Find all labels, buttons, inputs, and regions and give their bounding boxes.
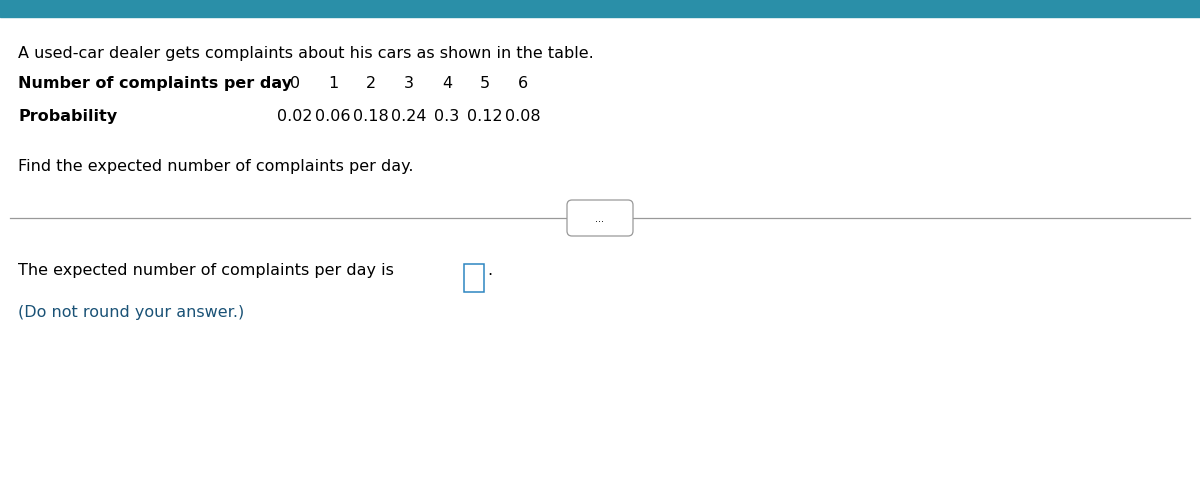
Text: 0.18: 0.18 [353,109,389,124]
Text: Number of complaints per day: Number of complaints per day [18,76,292,91]
Text: A used-car dealer gets complaints about his cars as shown in the table.: A used-car dealer gets complaints about … [18,46,594,61]
Text: 0: 0 [290,76,300,91]
Text: 2: 2 [366,76,376,91]
Text: ...: ... [595,214,605,224]
Text: 0.24: 0.24 [391,109,427,124]
Text: Probability: Probability [18,109,118,124]
Text: 0.08: 0.08 [505,109,541,124]
Text: 0.02: 0.02 [277,109,313,124]
Text: 1: 1 [328,76,338,91]
FancyBboxPatch shape [568,201,634,237]
Text: 6: 6 [518,76,528,91]
Text: Find the expected number of complaints per day.: Find the expected number of complaints p… [18,159,414,174]
Text: 0.3: 0.3 [434,109,460,124]
Text: .: . [487,263,492,277]
FancyBboxPatch shape [464,264,484,292]
Text: (Do not round your answer.): (Do not round your answer.) [18,304,245,319]
Text: 0.12: 0.12 [467,109,503,124]
Text: The expected number of complaints per day is: The expected number of complaints per da… [18,263,398,277]
Text: 0.06: 0.06 [316,109,350,124]
Text: 4: 4 [442,76,452,91]
Text: 5: 5 [480,76,490,91]
Text: 3: 3 [404,76,414,91]
